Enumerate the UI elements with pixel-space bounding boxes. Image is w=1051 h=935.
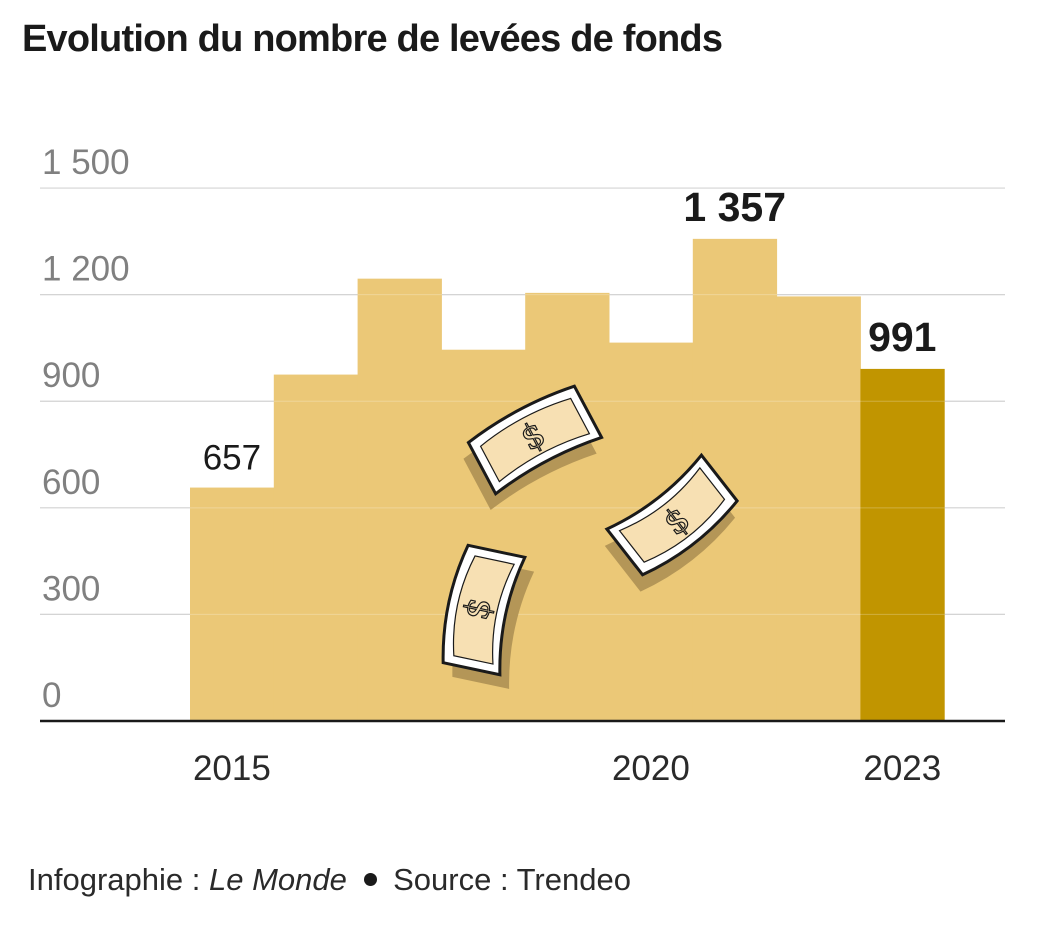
footer-source: Source : Trendeo bbox=[393, 862, 631, 897]
y-tick-label: 900 bbox=[42, 356, 100, 395]
y-tick-label: 300 bbox=[42, 569, 100, 608]
chart-title: Evolution du nombre de levées de fonds bbox=[22, 18, 723, 60]
bar-2019 bbox=[525, 292, 610, 721]
bill-face bbox=[618, 466, 726, 563]
data-label: 657 bbox=[203, 439, 261, 478]
y-tick-label: 0 bbox=[42, 676, 61, 715]
y-tick-label: 600 bbox=[42, 463, 100, 502]
footer-prefix: Infographie : bbox=[28, 862, 201, 897]
y-tick-label: 1 200 bbox=[42, 250, 130, 289]
data-label: 991 bbox=[868, 314, 936, 360]
bar-2015 bbox=[190, 487, 275, 721]
y-tick-label: 1 500 bbox=[42, 143, 130, 182]
footer-brand: Le Monde bbox=[208, 862, 347, 897]
dollar-bill-icon: $ bbox=[463, 384, 604, 511]
separator-dot-icon bbox=[363, 873, 377, 887]
x-tick-label: 2015 bbox=[193, 749, 271, 788]
bar-2022 bbox=[776, 296, 861, 721]
x-tick-label: 2023 bbox=[863, 749, 941, 788]
bar-2023 bbox=[860, 368, 945, 721]
bar-2017 bbox=[357, 278, 442, 721]
footer-credit: Infographie : Le Monde Source : Trendeo bbox=[28, 862, 631, 898]
bar-2016 bbox=[273, 374, 359, 721]
bill-face bbox=[479, 397, 591, 483]
x-tick-label: 2020 bbox=[612, 749, 690, 788]
dollar-bill-icon: $ bbox=[604, 452, 740, 592]
data-label: 1 357 bbox=[683, 184, 786, 230]
dollar-bill-icon: $ bbox=[441, 543, 535, 689]
bill-face bbox=[452, 555, 516, 665]
